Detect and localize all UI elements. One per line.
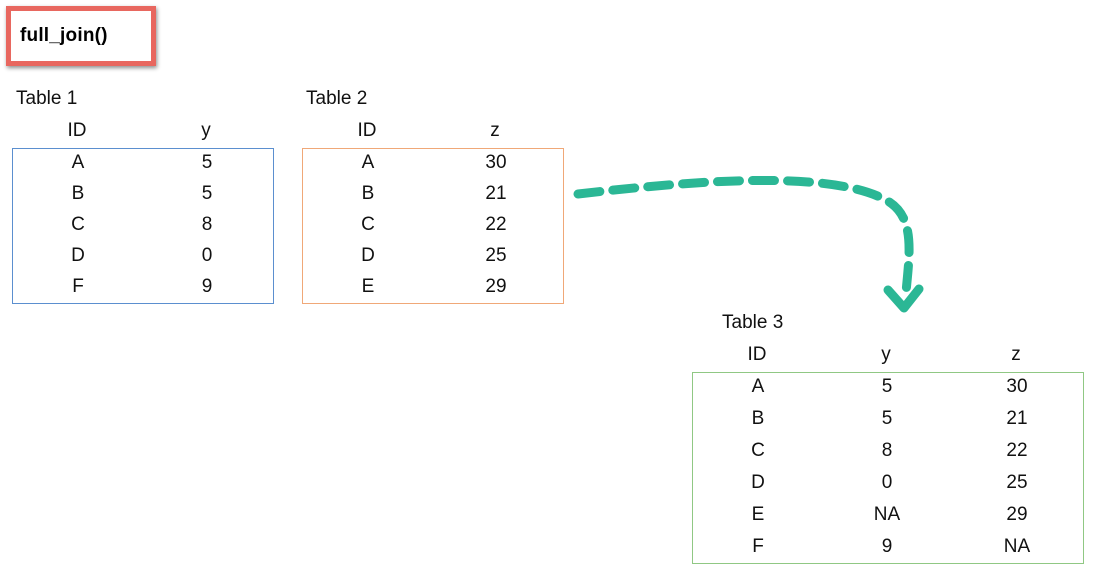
table-cell: 5 bbox=[881, 376, 893, 397]
table-row: B 5 21 bbox=[693, 405, 1083, 437]
table-3-header: ID y z bbox=[692, 344, 1084, 372]
table-cell: C bbox=[751, 440, 765, 461]
table-row: A 30 bbox=[303, 149, 563, 181]
table-cell: D bbox=[361, 245, 375, 266]
table-1-header-y: y bbox=[201, 120, 211, 141]
table-row: F 9 NA bbox=[693, 533, 1083, 565]
table-cell: NA bbox=[1003, 536, 1031, 557]
table-cell: C bbox=[361, 214, 375, 235]
table-row: E 29 bbox=[303, 273, 563, 305]
table-cell: F bbox=[72, 276, 84, 297]
table-cell: 29 bbox=[485, 276, 507, 297]
table-row: A 5 30 bbox=[693, 373, 1083, 405]
table-cell: 9 bbox=[201, 276, 213, 297]
table-3-title: Table 3 bbox=[722, 312, 784, 333]
table-cell: E bbox=[361, 276, 375, 297]
table-cell: B bbox=[71, 183, 85, 204]
table-2-header: ID z bbox=[302, 120, 564, 148]
join-arrow-head bbox=[883, 284, 924, 313]
table-row: A 5 bbox=[13, 149, 273, 181]
table-row: F 9 bbox=[13, 273, 273, 305]
function-label: full_join() bbox=[20, 25, 108, 46]
join-arrow-path bbox=[573, 176, 914, 297]
table-1-body: A 5 B 5 C 8 D 0 F 9 bbox=[12, 148, 274, 304]
table-cell: 0 bbox=[881, 472, 893, 493]
table-cell: 30 bbox=[485, 152, 507, 173]
table-row: E NA 29 bbox=[693, 501, 1083, 533]
table-row: B 21 bbox=[303, 180, 563, 212]
table-cell: 21 bbox=[485, 183, 507, 204]
table-cell: 8 bbox=[201, 214, 213, 235]
table-row: D 0 25 bbox=[693, 469, 1083, 501]
table-cell: B bbox=[361, 183, 375, 204]
table-cell: C bbox=[71, 214, 85, 235]
function-label-box: full_join() bbox=[6, 6, 156, 66]
table-cell: A bbox=[361, 152, 375, 173]
table-cell: 5 bbox=[201, 152, 213, 173]
table-2-title: Table 2 bbox=[306, 88, 368, 109]
table-cell: 5 bbox=[201, 183, 213, 204]
table-cell: 9 bbox=[881, 536, 893, 557]
table-1: Table 1 ID y A 5 B 5 C 8 D 0 F 9 bbox=[12, 88, 274, 304]
table-cell: 25 bbox=[485, 245, 507, 266]
table-1-header-id: ID bbox=[67, 120, 87, 141]
table-2-header-z: z bbox=[490, 120, 500, 141]
table-cell: 0 bbox=[201, 245, 213, 266]
table-cell: D bbox=[751, 472, 765, 493]
table-row: C 8 bbox=[13, 211, 273, 243]
table-2-body: A 30 B 21 C 22 D 25 E 29 bbox=[302, 148, 564, 304]
table-cell: E bbox=[751, 504, 765, 525]
table-row: C 8 22 bbox=[693, 437, 1083, 469]
table-cell: NA bbox=[873, 504, 901, 525]
table-row: B 5 bbox=[13, 180, 273, 212]
table-cell: 30 bbox=[1006, 376, 1028, 397]
table-cell: 5 bbox=[881, 408, 893, 429]
table-cell: 8 bbox=[881, 440, 893, 461]
table-cell: 25 bbox=[1006, 472, 1028, 493]
table-cell: B bbox=[751, 408, 765, 429]
table-cell: 21 bbox=[1006, 408, 1028, 429]
table-cell: 29 bbox=[1006, 504, 1028, 525]
table-2-header-id: ID bbox=[357, 120, 377, 141]
table-cell: 22 bbox=[1006, 440, 1028, 461]
table-1-title: Table 1 bbox=[16, 88, 78, 109]
table-row: D 25 bbox=[303, 242, 563, 274]
table-3-body: A 5 30 B 5 21 C 8 22 D 0 25 E NA 29 F 9 … bbox=[692, 372, 1084, 564]
table-cell: 22 bbox=[485, 214, 507, 235]
table-3-header-id: ID bbox=[747, 344, 767, 365]
table-cell: F bbox=[752, 536, 764, 557]
table-row: D 0 bbox=[13, 242, 273, 274]
table-row: C 22 bbox=[303, 211, 563, 243]
table-cell: A bbox=[71, 152, 85, 173]
table-cell: A bbox=[751, 376, 765, 397]
table-1-header: ID y bbox=[12, 120, 274, 148]
table-3: Table 3 ID y z A 5 30 B 5 21 C 8 22 D 0 … bbox=[692, 312, 1084, 564]
table-3-header-z: z bbox=[1011, 344, 1021, 365]
table-cell: D bbox=[71, 245, 85, 266]
table-3-header-y: y bbox=[881, 344, 891, 365]
table-2: Table 2 ID z A 30 B 21 C 22 D 25 E 29 bbox=[302, 88, 564, 304]
